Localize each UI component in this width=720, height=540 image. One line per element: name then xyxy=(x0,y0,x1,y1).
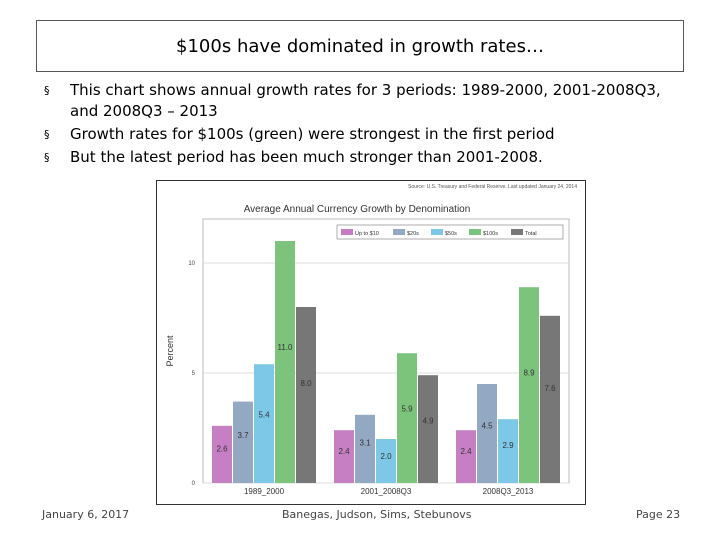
y-tick-label: 5 xyxy=(192,371,196,377)
footer-page-number: Page 23 xyxy=(636,508,681,521)
bullet-marker-icon: § xyxy=(44,128,50,141)
bar xyxy=(254,364,274,483)
bullet-text: But the latest period has been much stro… xyxy=(70,148,543,166)
chart-frame: Source: U.S. Treasury and Federal Reserv… xyxy=(156,180,586,505)
bullet-text: This chart shows annual growth rates for… xyxy=(70,81,661,120)
y-axis-label: Percent xyxy=(165,335,175,367)
data-label: 2.4 xyxy=(460,447,472,456)
x-tick-label: 1989_2000 xyxy=(244,487,285,496)
legend-entry: $50s xyxy=(445,231,457,237)
slide-title: $100s have dominated in growth rates… xyxy=(176,35,544,57)
bullet-item: § But the latest period has been much str… xyxy=(44,147,684,168)
data-label: 3.7 xyxy=(237,431,249,440)
bullet-marker-icon: § xyxy=(44,84,50,97)
legend-swatch xyxy=(393,229,405,235)
bar xyxy=(376,439,396,483)
data-label: 4.5 xyxy=(481,422,493,431)
data-label: 2.4 xyxy=(338,447,350,456)
legend-entry: Total xyxy=(525,231,537,237)
legend-box xyxy=(336,224,564,240)
data-label: 2.6 xyxy=(216,445,228,454)
legend-swatch xyxy=(431,229,443,235)
x-tick-label: 2001_2008Q3 xyxy=(361,487,412,496)
data-label: 7.6 xyxy=(544,384,556,393)
bar xyxy=(296,307,316,483)
footer-authors: Banegas, Judson, Sims, Stebunovs xyxy=(282,508,472,521)
data-label: 8.0 xyxy=(300,379,312,388)
data-label: 5.4 xyxy=(258,411,270,420)
legend-entry: $100s xyxy=(483,231,498,237)
data-label: 3.1 xyxy=(359,438,371,447)
data-label: 11.0 xyxy=(278,343,294,352)
data-label: 8.9 xyxy=(523,368,535,377)
bullet-item: § This chart shows annual growth rates fo… xyxy=(44,80,684,122)
bar xyxy=(456,430,476,483)
y-tick-label: 10 xyxy=(188,261,195,267)
bullet-list: § This chart shows annual growth rates fo… xyxy=(44,80,684,170)
data-label: 5.9 xyxy=(401,405,413,414)
bullet-item: § Growth rates for $100s (green) were str… xyxy=(44,124,684,145)
chart-title: Average Annual Currency Growth by Denomi… xyxy=(244,204,471,215)
legend-swatch xyxy=(511,229,523,235)
y-tick-label: 0 xyxy=(192,481,196,487)
data-label: 2.0 xyxy=(380,452,392,461)
bar xyxy=(233,401,253,483)
legend-entry: $20s xyxy=(407,231,419,237)
bar xyxy=(519,287,539,483)
bar xyxy=(418,375,438,483)
bar xyxy=(540,315,560,483)
legend-swatch xyxy=(341,229,353,235)
x-tick-label: 2008Q3_2013 xyxy=(483,487,534,496)
data-label: 4.9 xyxy=(422,417,434,426)
legend-entry: Up to $10 xyxy=(355,231,379,237)
bar xyxy=(397,353,417,483)
legend-swatch xyxy=(469,229,481,235)
bullet-text: Growth rates for $100s (green) were stro… xyxy=(70,125,555,143)
bar xyxy=(355,414,375,483)
bar xyxy=(334,430,354,483)
bar xyxy=(498,419,518,483)
bar xyxy=(212,425,232,483)
bullet-marker-icon: § xyxy=(44,151,50,164)
growth-chart: Source: U.S. Treasury and Federal Reserv… xyxy=(165,184,577,496)
bar xyxy=(477,384,497,483)
bar xyxy=(275,241,295,483)
slide-title-box: $100s have dominated in growth rates… xyxy=(36,20,684,72)
chart-source: Source: U.S. Treasury and Federal Reserv… xyxy=(408,184,577,190)
footer-date: January 6, 2017 xyxy=(42,508,130,521)
data-label: 2.9 xyxy=(502,441,514,450)
